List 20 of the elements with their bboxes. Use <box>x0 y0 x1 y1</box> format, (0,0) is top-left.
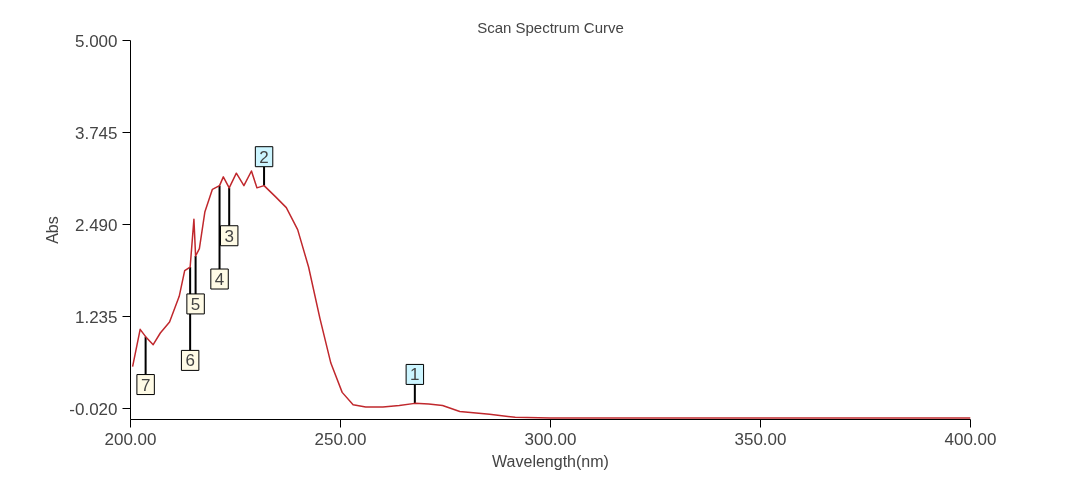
y-tick-label: 3.745 <box>74 123 118 143</box>
annotation: 7 <box>140 375 151 395</box>
y-tick-label: 1.235 <box>74 307 118 327</box>
annotation: 4 <box>214 270 225 290</box>
annotation: 1 <box>410 365 420 385</box>
y-tick-label: -0.020 <box>69 399 118 419</box>
annotation: 5 <box>190 294 201 314</box>
x-tick-label: 200.00 <box>104 429 157 449</box>
x-tick-label: 400.00 <box>944 429 997 449</box>
chart-title: Scan Spectrum Curve <box>477 18 624 36</box>
y-tick-label: 2.490 <box>74 215 118 235</box>
annotation: 3 <box>224 226 234 246</box>
x-axis-title: Wavelength(nm) <box>492 452 609 470</box>
annotation: 2 <box>259 147 269 167</box>
x-tick-label: 250.00 <box>314 429 367 449</box>
annotation: 6 <box>185 351 195 371</box>
x-tick-label: 300.00 <box>524 429 577 449</box>
y-tick-label: 5.000 <box>74 31 118 51</box>
y-axis-title: Abs <box>44 216 62 244</box>
x-tick-label: 350.00 <box>734 429 787 449</box>
